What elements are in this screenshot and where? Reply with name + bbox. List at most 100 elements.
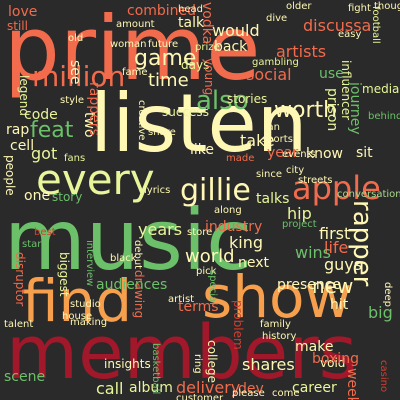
- word-sit: sit: [356, 145, 373, 161]
- word-next: next: [238, 255, 270, 271]
- word-thoughts: thoughts: [374, 1, 400, 12]
- word-fan: fan: [264, 122, 280, 133]
- word-combined: combined: [127, 3, 197, 19]
- word-talk: talk: [178, 15, 205, 31]
- word-time: time: [148, 70, 189, 91]
- word-million: million: [32, 60, 126, 93]
- word-star: star: [22, 239, 42, 250]
- word-events: events: [282, 149, 316, 160]
- word-rappers: rappers: [86, 82, 102, 136]
- word-influencer: influencer: [339, 60, 353, 121]
- word-success: success: [162, 105, 209, 119]
- word-artists: artists: [276, 42, 327, 61]
- word-show: show: [202, 263, 352, 331]
- word-years: years: [138, 220, 183, 239]
- word-making: making: [70, 317, 108, 328]
- word-industry: industry: [205, 219, 263, 235]
- word-store: store: [187, 227, 213, 238]
- word-people: people: [3, 155, 17, 196]
- word-listen: listen: [90, 77, 308, 170]
- word-media: media: [362, 82, 400, 96]
- word-college: college: [205, 340, 219, 383]
- word-worth: worth: [274, 98, 338, 123]
- word-fame: fame: [122, 67, 148, 78]
- word-conversation: conversation: [337, 189, 400, 200]
- word-history: history: [262, 331, 297, 342]
- word-take: take: [240, 131, 275, 150]
- word-rap: rap: [6, 122, 30, 138]
- word-shares: shares: [242, 355, 295, 374]
- word-would: would: [212, 21, 260, 40]
- word-weekly: weekly: [344, 368, 360, 400]
- word-football: football: [370, 6, 381, 44]
- word-gambling: gambling: [252, 57, 299, 68]
- word-presence: presence: [277, 277, 342, 293]
- word-big: big: [368, 303, 393, 322]
- word-guys: guys: [324, 255, 363, 274]
- word-family: family: [260, 319, 291, 330]
- word-studio: studio: [70, 299, 101, 310]
- word-basketball: basketball: [150, 343, 161, 395]
- word-prime: prime: [4, 0, 261, 100]
- word-days: days: [181, 58, 210, 72]
- word-back: back: [214, 39, 248, 55]
- word-prison: prison: [324, 88, 340, 132]
- word-void: void: [320, 356, 346, 370]
- word-city: city: [286, 165, 305, 176]
- word-lyrics: lyrics: [144, 185, 171, 196]
- word-project: project: [282, 219, 317, 230]
- word-discussa: discussa: [303, 16, 372, 35]
- word-talks: talks: [256, 191, 290, 207]
- word-career: career: [292, 380, 337, 396]
- word-code: code: [24, 107, 58, 123]
- word-come: come: [272, 388, 300, 399]
- word-older: older: [286, 1, 312, 12]
- word-artist: artist: [168, 294, 195, 305]
- word-see: see: [67, 60, 83, 85]
- word-drawing: drawing: [132, 270, 146, 319]
- word-made: made: [226, 153, 255, 164]
- word-please: please: [232, 388, 265, 399]
- word-ring: ring: [192, 354, 203, 374]
- word-creative: creative: [136, 100, 147, 141]
- word-find: find: [22, 267, 133, 335]
- word-every: every: [36, 155, 155, 204]
- word-year: year: [267, 145, 299, 161]
- word-dive: dive: [266, 13, 288, 24]
- word-dev: dev: [238, 381, 264, 397]
- word-journey: journey: [347, 82, 363, 135]
- word-share: share: [148, 127, 176, 138]
- word-world: world: [185, 246, 235, 267]
- word-debut: debut: [132, 240, 143, 270]
- word-make: make: [295, 339, 334, 355]
- word-call: call: [96, 379, 124, 398]
- word-members: members: [6, 310, 358, 396]
- word-behind: behind: [368, 111, 400, 122]
- word-got: got: [31, 144, 58, 163]
- word-rapper: rapper: [347, 200, 377, 287]
- word-problem: problem: [231, 300, 245, 350]
- word-insights: insights: [104, 357, 151, 371]
- word-scene: scene: [4, 369, 46, 385]
- word-old: old: [68, 33, 84, 44]
- word-house: house: [62, 311, 93, 322]
- word-story: story: [52, 190, 83, 204]
- word-hip: hip: [287, 204, 312, 223]
- word-delivery: delivery: [176, 378, 241, 397]
- word-love: love: [8, 4, 38, 20]
- word-future: future: [148, 39, 179, 50]
- word-boxing: boxing: [312, 351, 359, 367]
- word-feat: feat: [30, 118, 74, 143]
- word-streets: streets: [298, 175, 333, 186]
- word-easy: easy: [338, 29, 362, 40]
- word-casino: casino: [378, 360, 389, 393]
- word-like: like: [190, 142, 215, 158]
- word-first: first: [319, 224, 351, 243]
- word-still: still: [7, 19, 28, 33]
- word-terms: terms: [178, 299, 219, 315]
- word-fight: fight: [348, 3, 371, 14]
- word-use: use: [319, 66, 344, 82]
- word-king: king: [229, 233, 264, 252]
- word-head: head: [178, 4, 203, 15]
